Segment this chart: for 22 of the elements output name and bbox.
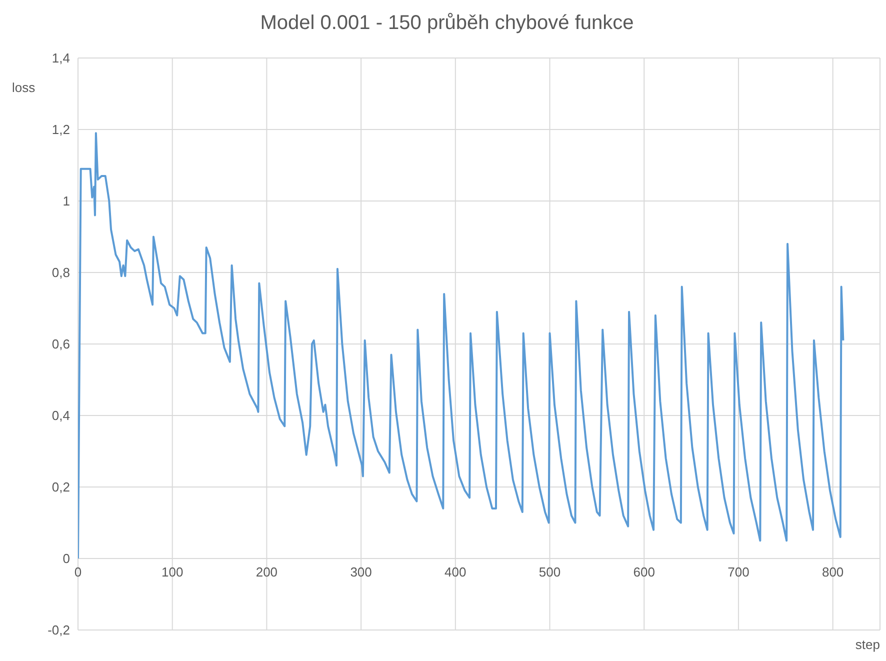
y-tick-label: 0,6: [52, 336, 70, 352]
x-tick-label: 400: [444, 564, 466, 580]
x-tick-label: 100: [162, 564, 184, 580]
x-axis-title: step: [855, 637, 880, 652]
x-tick-label: 0: [74, 564, 82, 580]
x-tick-label: 800: [822, 564, 844, 580]
y-tick-label: 0,4: [52, 408, 70, 424]
y-tick-label: -0,2: [48, 622, 70, 638]
x-tick-label: 200: [256, 564, 278, 580]
y-tick-label: 0,8: [52, 265, 70, 280]
y-tick-label: 0: [62, 551, 70, 566]
line-series: [78, 132, 844, 560]
y-tick-label: 1: [62, 194, 70, 209]
x-tick-label: 300: [350, 564, 372, 580]
x-tick-label: 600: [633, 564, 655, 580]
x-tick-label: 500: [538, 564, 561, 580]
y-axis-title: loss: [12, 80, 36, 95]
chart-title: Model 0.001 - 150 průběh chybové funkce: [259, 12, 635, 35]
y-tick-label: 0,2: [52, 480, 70, 495]
x-tick-label: 700: [728, 564, 750, 580]
y-tick-label: 1,4: [52, 50, 70, 66]
y-tick-label: 1,2: [52, 122, 70, 138]
